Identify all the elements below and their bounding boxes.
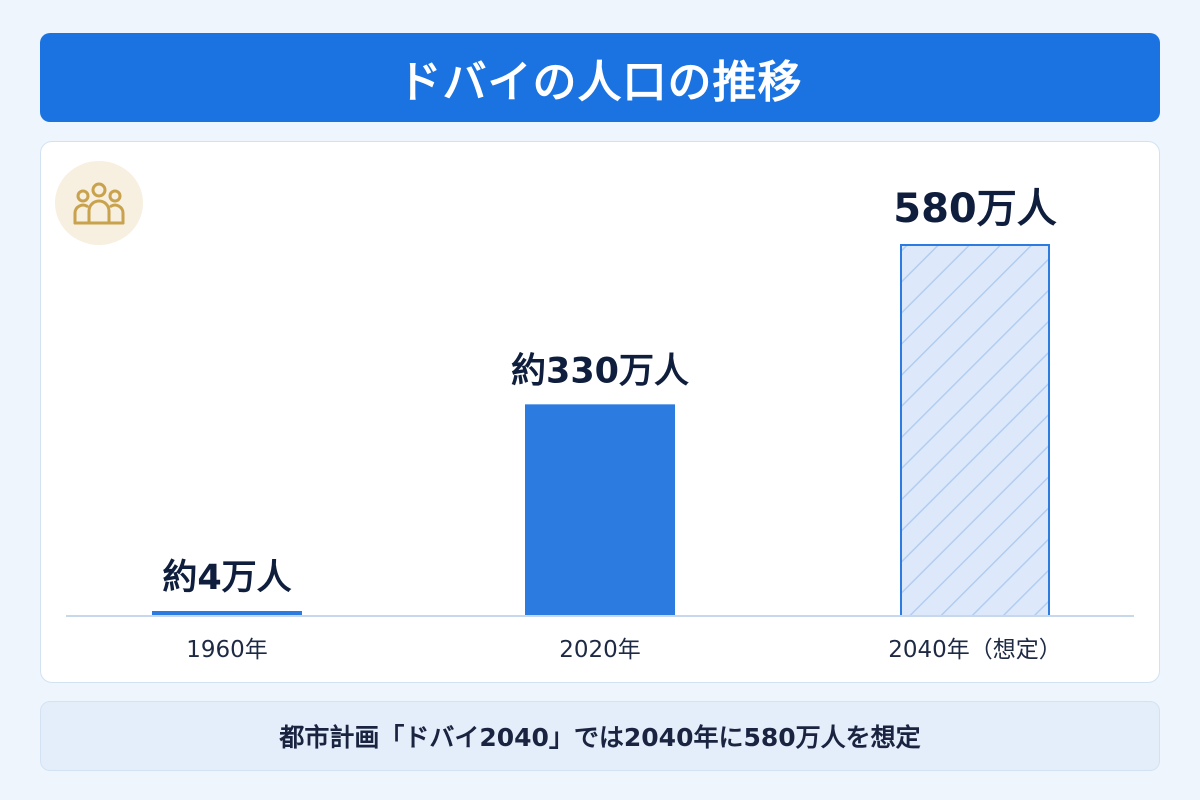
people-group-icon-graphic	[73, 182, 125, 225]
data-label-2: 約330万人	[511, 351, 689, 391]
title-bar: ドバイの人口の推移	[40, 33, 1160, 122]
category-label-1: 1960年	[186, 637, 268, 663]
category-label-2: 2020年	[559, 637, 641, 663]
note-box: 都市計画「ドバイ2040」では2040年に580万人を想定	[40, 701, 1160, 771]
bar-1	[152, 611, 302, 616]
page-title: ドバイの人口の推移	[397, 56, 803, 108]
people-group-icon	[55, 161, 143, 245]
category-label-3: 2040年（想定）	[888, 637, 1062, 663]
bar-3	[900, 244, 1050, 617]
bar-2	[525, 404, 675, 616]
data-label-1: 約4万人	[162, 558, 291, 598]
footer-note: 都市計画「ドバイ2040」では2040年に580万人を想定	[279, 723, 921, 752]
data-label-3: 580万人	[893, 186, 1057, 232]
